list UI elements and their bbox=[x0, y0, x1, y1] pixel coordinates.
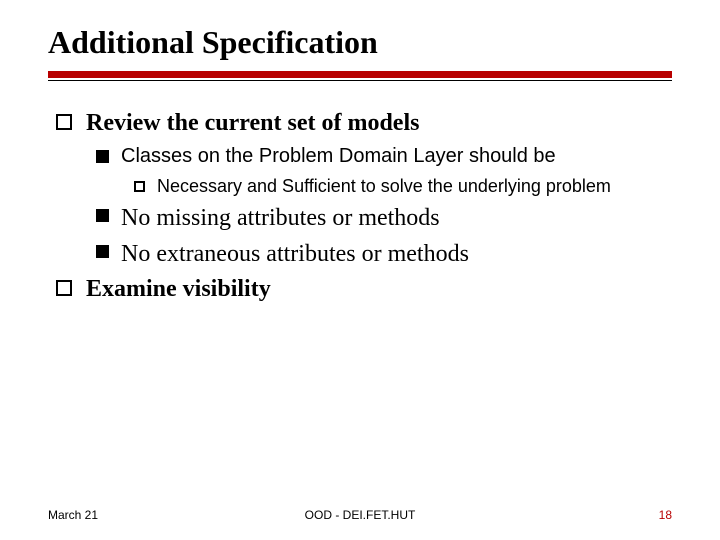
list-item: No extraneous attributes or methods bbox=[96, 239, 672, 269]
bullet-text: No missing attributes or methods bbox=[121, 203, 440, 233]
footer-date: March 21 bbox=[48, 508, 98, 522]
bullet-text: Necessary and Sufficient to solve the un… bbox=[157, 175, 611, 198]
square-filled-bullet-icon bbox=[96, 209, 109, 222]
footer-page-number: 18 bbox=[659, 508, 672, 522]
content-area: Review the current set of models Classes… bbox=[48, 109, 672, 304]
slide: Additional Specification Review the curr… bbox=[0, 0, 720, 540]
title-rule bbox=[48, 71, 672, 81]
bullet-text: Review the current set of models bbox=[86, 109, 419, 138]
list-item: No missing attributes or methods bbox=[96, 203, 672, 233]
list-item: Examine visibility bbox=[56, 275, 672, 304]
list-item: Review the current set of models bbox=[56, 109, 672, 138]
list-item: Necessary and Sufficient to solve the un… bbox=[134, 175, 672, 198]
bullet-text: Examine visibility bbox=[86, 275, 271, 304]
square-open-bullet-icon bbox=[56, 114, 72, 130]
square-filled-bullet-icon bbox=[96, 150, 109, 163]
footer-center: OOD - DEI.FET.HUT bbox=[305, 508, 416, 522]
list-item: Classes on the Problem Domain Layer shou… bbox=[96, 144, 672, 169]
square-filled-bullet-icon bbox=[96, 245, 109, 258]
slide-title: Additional Specification bbox=[48, 24, 672, 61]
footer: March 21 OOD - DEI.FET.HUT 18 bbox=[0, 508, 720, 522]
bullet-text: Classes on the Problem Domain Layer shou… bbox=[121, 144, 556, 169]
square-open-small-bullet-icon bbox=[134, 181, 145, 192]
title-rule-thin bbox=[48, 80, 672, 81]
bullet-text: No extraneous attributes or methods bbox=[121, 239, 469, 269]
title-rule-thick bbox=[48, 71, 672, 78]
square-open-bullet-icon bbox=[56, 280, 72, 296]
